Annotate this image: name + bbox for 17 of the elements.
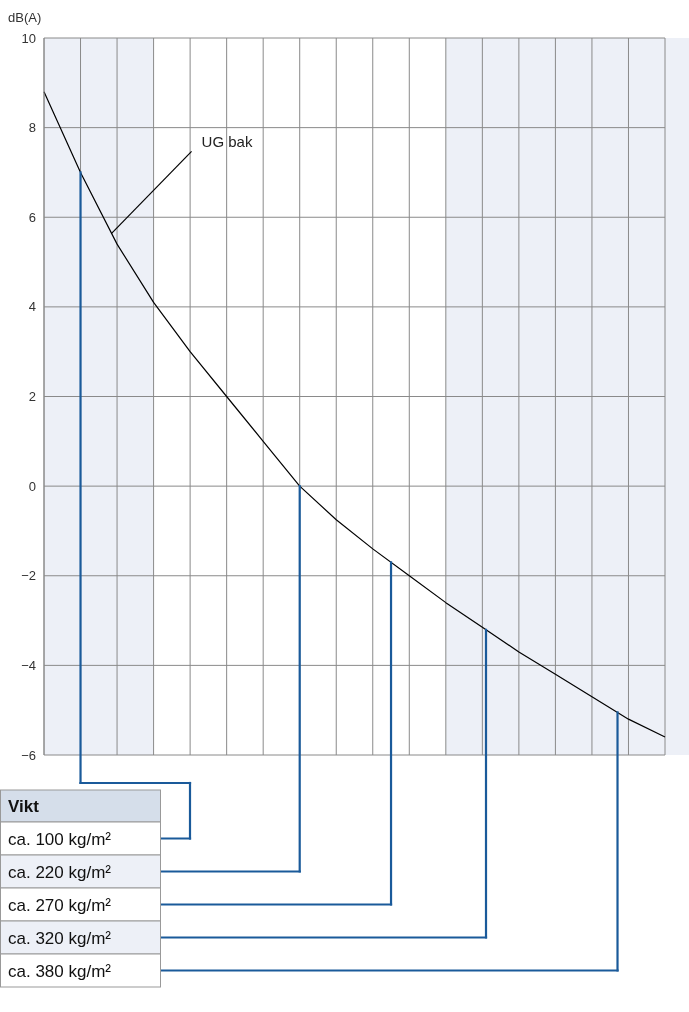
y-tick-label: 0 xyxy=(28,478,36,494)
y-tick-label: 2 xyxy=(28,389,36,405)
text: Vikt xyxy=(8,797,40,816)
y-axis-title: dB(A) xyxy=(8,10,42,25)
y-tick-label: −6 xyxy=(21,747,36,763)
text: UG bak xyxy=(201,133,253,151)
text: ca. 100 kg/m² xyxy=(8,830,112,849)
y-tick-label: −2 xyxy=(21,568,36,584)
y-tick-label: 6 xyxy=(28,209,36,225)
y-tick-label: 8 xyxy=(28,120,36,136)
text: ca. 270 kg/m² xyxy=(8,896,112,915)
text: ca. 220 kg/m² xyxy=(8,863,112,882)
y-tick-label: 10 xyxy=(21,30,36,46)
text: ca. 320 kg/m² xyxy=(8,929,112,948)
y-tick-label: 4 xyxy=(28,299,36,315)
text: ca. 380 kg/m² xyxy=(8,962,112,981)
y-tick-label: −4 xyxy=(21,657,36,673)
